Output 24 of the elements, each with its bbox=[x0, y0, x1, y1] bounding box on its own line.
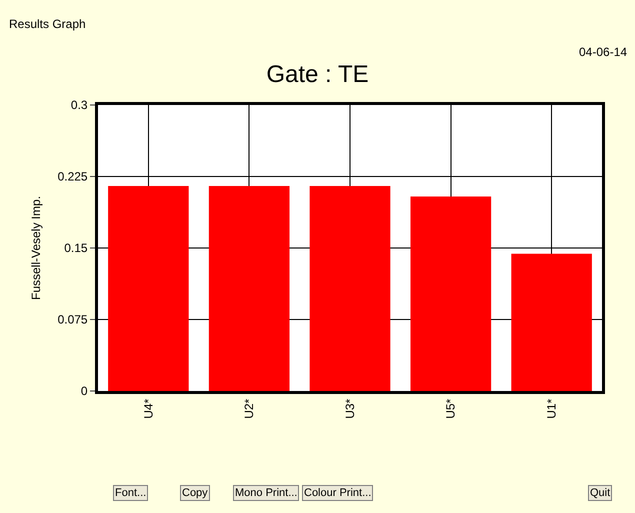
bar bbox=[511, 254, 592, 391]
x-tick-label: U4* bbox=[141, 398, 156, 419]
x-tick-label: U2* bbox=[242, 398, 256, 419]
y-tick-label: 0.3 bbox=[70, 98, 88, 112]
x-tick-label: U3* bbox=[342, 398, 357, 419]
text: Copy bbox=[182, 487, 208, 499]
bar bbox=[108, 186, 189, 391]
text: Quit bbox=[590, 487, 610, 499]
y-tick-label: 0.225 bbox=[58, 170, 88, 184]
text: Results Graph bbox=[9, 17, 86, 31]
bar bbox=[208, 186, 290, 391]
text: Font... bbox=[115, 487, 146, 499]
y-tick-label: 0.15 bbox=[64, 241, 88, 256]
y-tick-label: 0.075 bbox=[58, 312, 88, 327]
y-tick-label: 0 bbox=[80, 384, 88, 398]
text: Colour Print... bbox=[304, 487, 372, 499]
bar bbox=[410, 196, 492, 391]
text: Mono Print... bbox=[235, 487, 298, 499]
x-tick-label: U1* bbox=[544, 398, 558, 419]
x-tick-label: U5* bbox=[444, 398, 458, 419]
text: 04-06-14 bbox=[579, 45, 628, 59]
y-axis-title: Fussell-Vesely Imp. bbox=[28, 196, 43, 300]
bar bbox=[310, 186, 390, 391]
chart-title: Gate : TE bbox=[266, 61, 369, 88]
